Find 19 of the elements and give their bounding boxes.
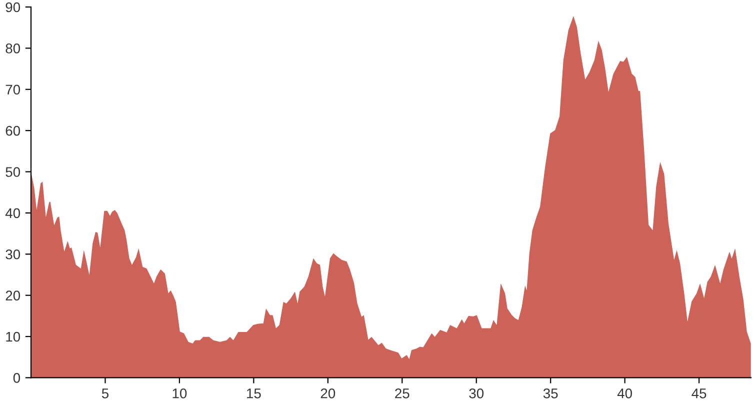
x-tick-label: 10 [172,388,187,398]
y-tick-label: 40 [5,208,20,218]
x-tick-label: 40 [617,388,632,398]
y-tick-label: 30 [6,249,20,260]
y-tick-label: 60 [6,126,20,136]
y-tick-label: 0 [13,373,20,383]
x-tick-label: 5 [102,388,109,398]
y-tick-label: 50 [6,167,20,177]
x-tick-label: 35 [543,388,558,398]
x-tick-label: 15 [247,388,261,398]
y-tick-label: 80 [6,44,20,54]
x-tick-label: 45 [692,388,706,398]
y-tick-label: 10 [6,332,20,342]
y-tick-label: 70 [6,84,20,95]
y-tick-label: 20 [6,290,20,300]
x-tick-label: 20 [320,388,336,398]
x-tick-label: 30 [469,388,484,398]
y-tick-label: 90 [6,2,20,12]
x-tick-label: 25 [395,388,410,398]
